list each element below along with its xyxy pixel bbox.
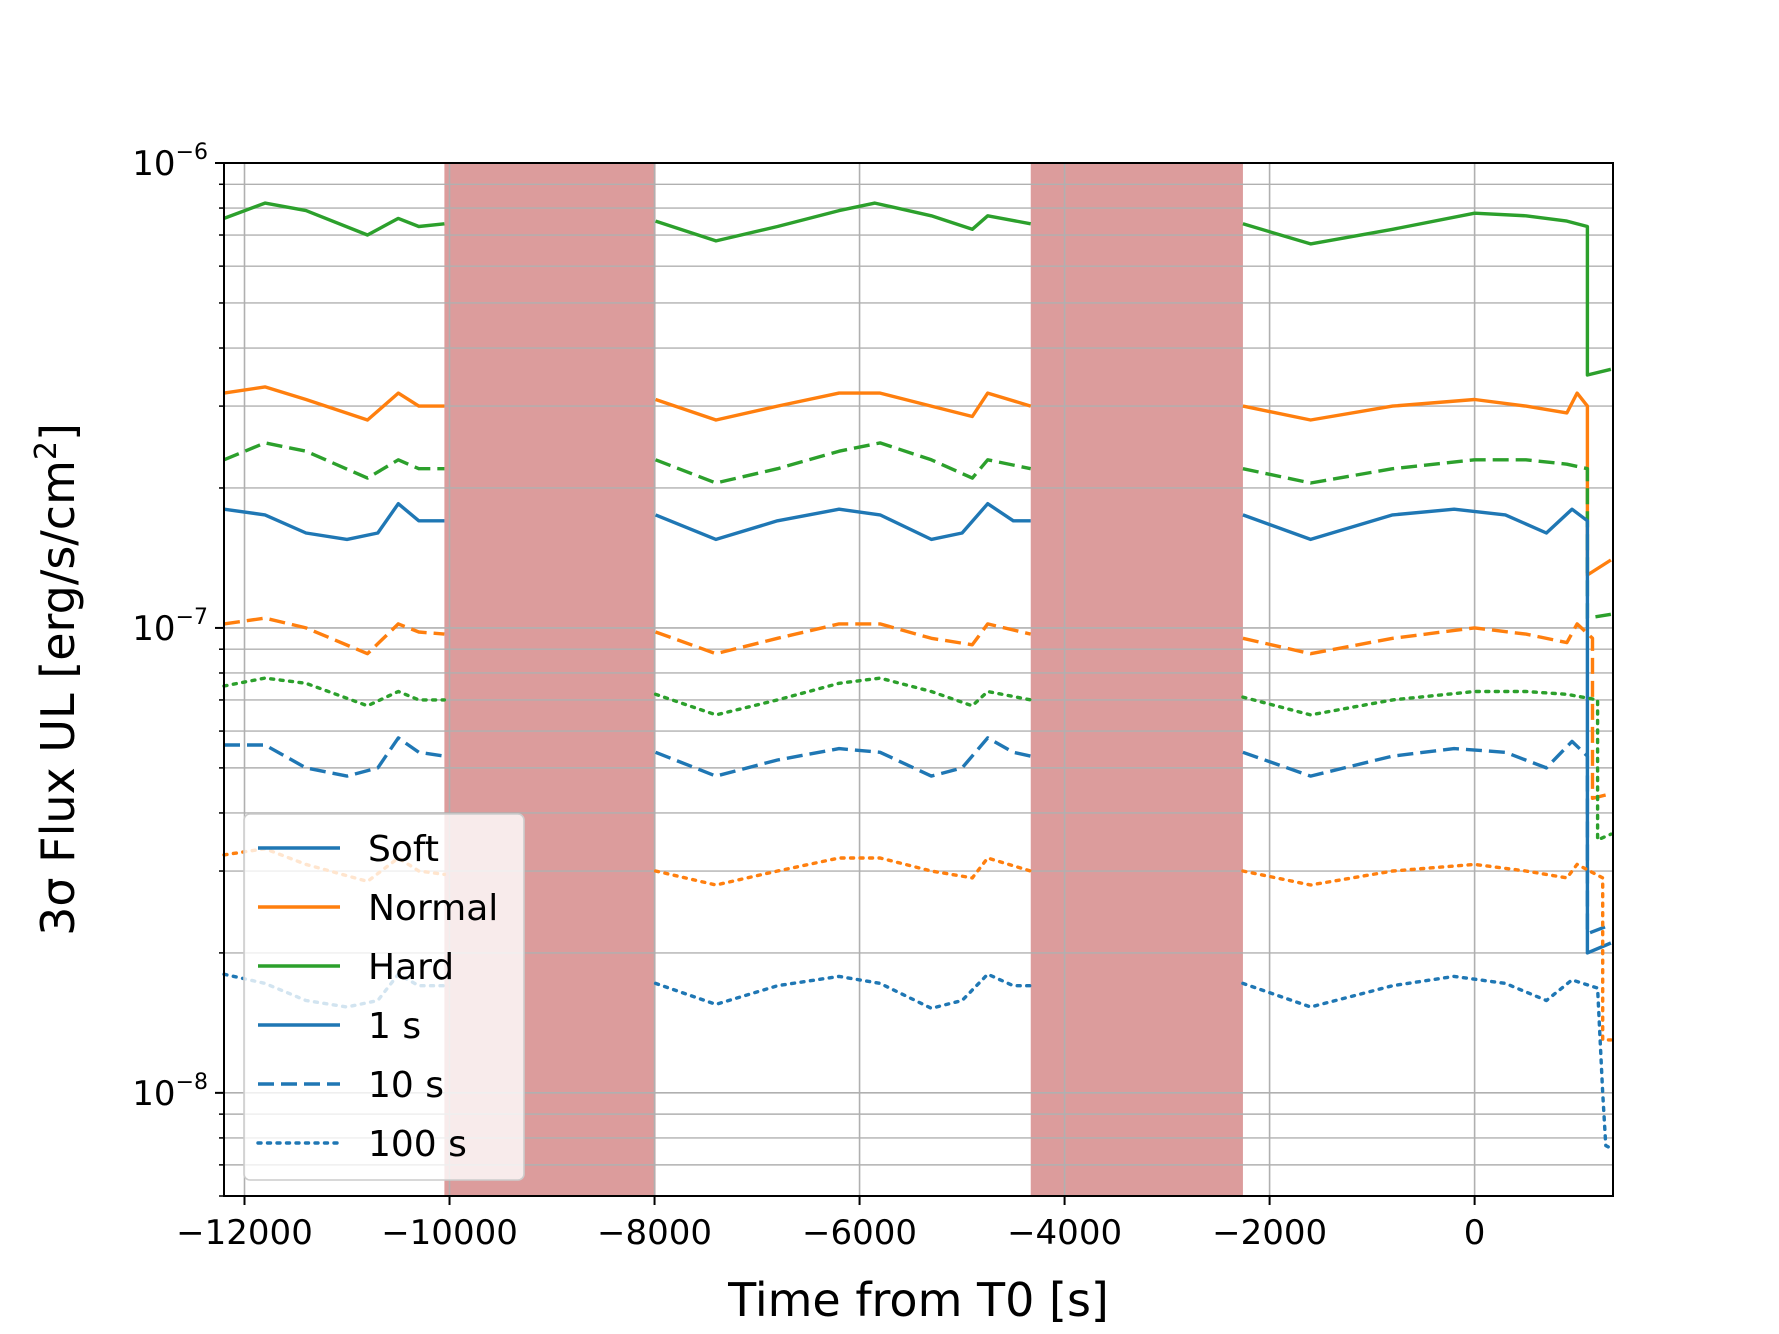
series-normal-1-s: [223, 385, 445, 422]
x-tick-label: −6000: [802, 1213, 917, 1253]
series-hard-100-s: [222, 676, 447, 708]
series-soft-100-s: [1241, 974, 1613, 1150]
series-hard-100-s: [1241, 689, 1613, 842]
x-tick-label: −4000: [1007, 1213, 1122, 1253]
y-axis-label-main: 3σ Flux UL [erg/s/cm: [31, 460, 85, 936]
series-soft-1-s: [654, 502, 1031, 542]
legend-label: Normal: [368, 888, 498, 929]
series-hard-1-s: [655, 201, 1032, 243]
y-axis-label-sup: 2: [29, 441, 64, 460]
y-tick-exponent: −6: [176, 140, 208, 165]
y-axis-label: 3σ Flux UL [erg/s/cm2]: [29, 423, 85, 936]
legend-label: 1 s: [368, 1006, 421, 1047]
x-tick-label: −2000: [1212, 1213, 1327, 1253]
axes-frame: [223, 162, 1614, 1197]
series-hard-10-s: [1242, 458, 1612, 620]
series-soft-10-s: [1242, 739, 1612, 936]
series-hard-10-s: [654, 441, 1032, 485]
x-tick-label: 0: [1464, 1213, 1486, 1253]
y-tick-base: 10: [132, 144, 175, 184]
series-soft-1-s: [1242, 507, 1612, 955]
series-normal-1-s: [1242, 391, 1612, 577]
series-normal-1-s: [655, 391, 1032, 422]
legend-label: Hard: [368, 947, 454, 988]
series-normal-10-s: [223, 616, 445, 656]
series-hard-100-s: [653, 676, 1033, 717]
plot-frame: [223, 162, 1614, 1197]
y-tick-base: 10: [132, 1074, 175, 1114]
y-tick-label: 10−8: [132, 1070, 208, 1114]
legend-label: Soft: [368, 829, 439, 870]
data-series: [222, 201, 1613, 1150]
series-hard-10-s: [223, 441, 445, 480]
series-soft-1-s: [223, 502, 445, 542]
x-tick-label: −10000: [381, 1213, 518, 1253]
legend-label: 10 s: [368, 1065, 444, 1106]
y-tick-label: 10−6: [132, 140, 208, 184]
shaded-regions: [444, 163, 1243, 1196]
series-hard-1-s: [1242, 211, 1612, 377]
series-normal-10-s: [1242, 622, 1612, 800]
x-tick-labels: −12000 −10000 −8000 −6000 −4000 −2000 0: [176, 1213, 1485, 1253]
y-tick-base: 10: [132, 609, 175, 649]
legend: Soft Normal Hard 1 s 10 s 100 s: [243, 813, 525, 1181]
x-axis-label: Time from T0 [s]: [727, 1273, 1109, 1327]
legend-label: 100 s: [368, 1124, 467, 1165]
x-tick-label: −8000: [597, 1213, 712, 1253]
y-axis-label-end: ]: [31, 423, 85, 441]
series-hard-1-s: [223, 201, 445, 237]
shaded-region-2: [1030, 163, 1243, 1196]
series-soft-10-s: [224, 736, 445, 778]
series-normal-100-s: [1241, 862, 1613, 1042]
axis-ticks: [215, 162, 1476, 1205]
series-normal-100-s: [653, 856, 1033, 887]
series-normal-10-s: [655, 622, 1032, 656]
y-tick-exponent: −7: [176, 605, 208, 630]
y-tick-labels: 10−610−710−8: [132, 140, 208, 1114]
series-soft-10-s: [654, 736, 1032, 778]
y-tick-label: 10−7: [132, 605, 208, 649]
y-tick-exponent: −8: [176, 1070, 208, 1095]
series-soft-100-s: [653, 972, 1033, 1010]
x-tick-label: −12000: [176, 1213, 313, 1253]
